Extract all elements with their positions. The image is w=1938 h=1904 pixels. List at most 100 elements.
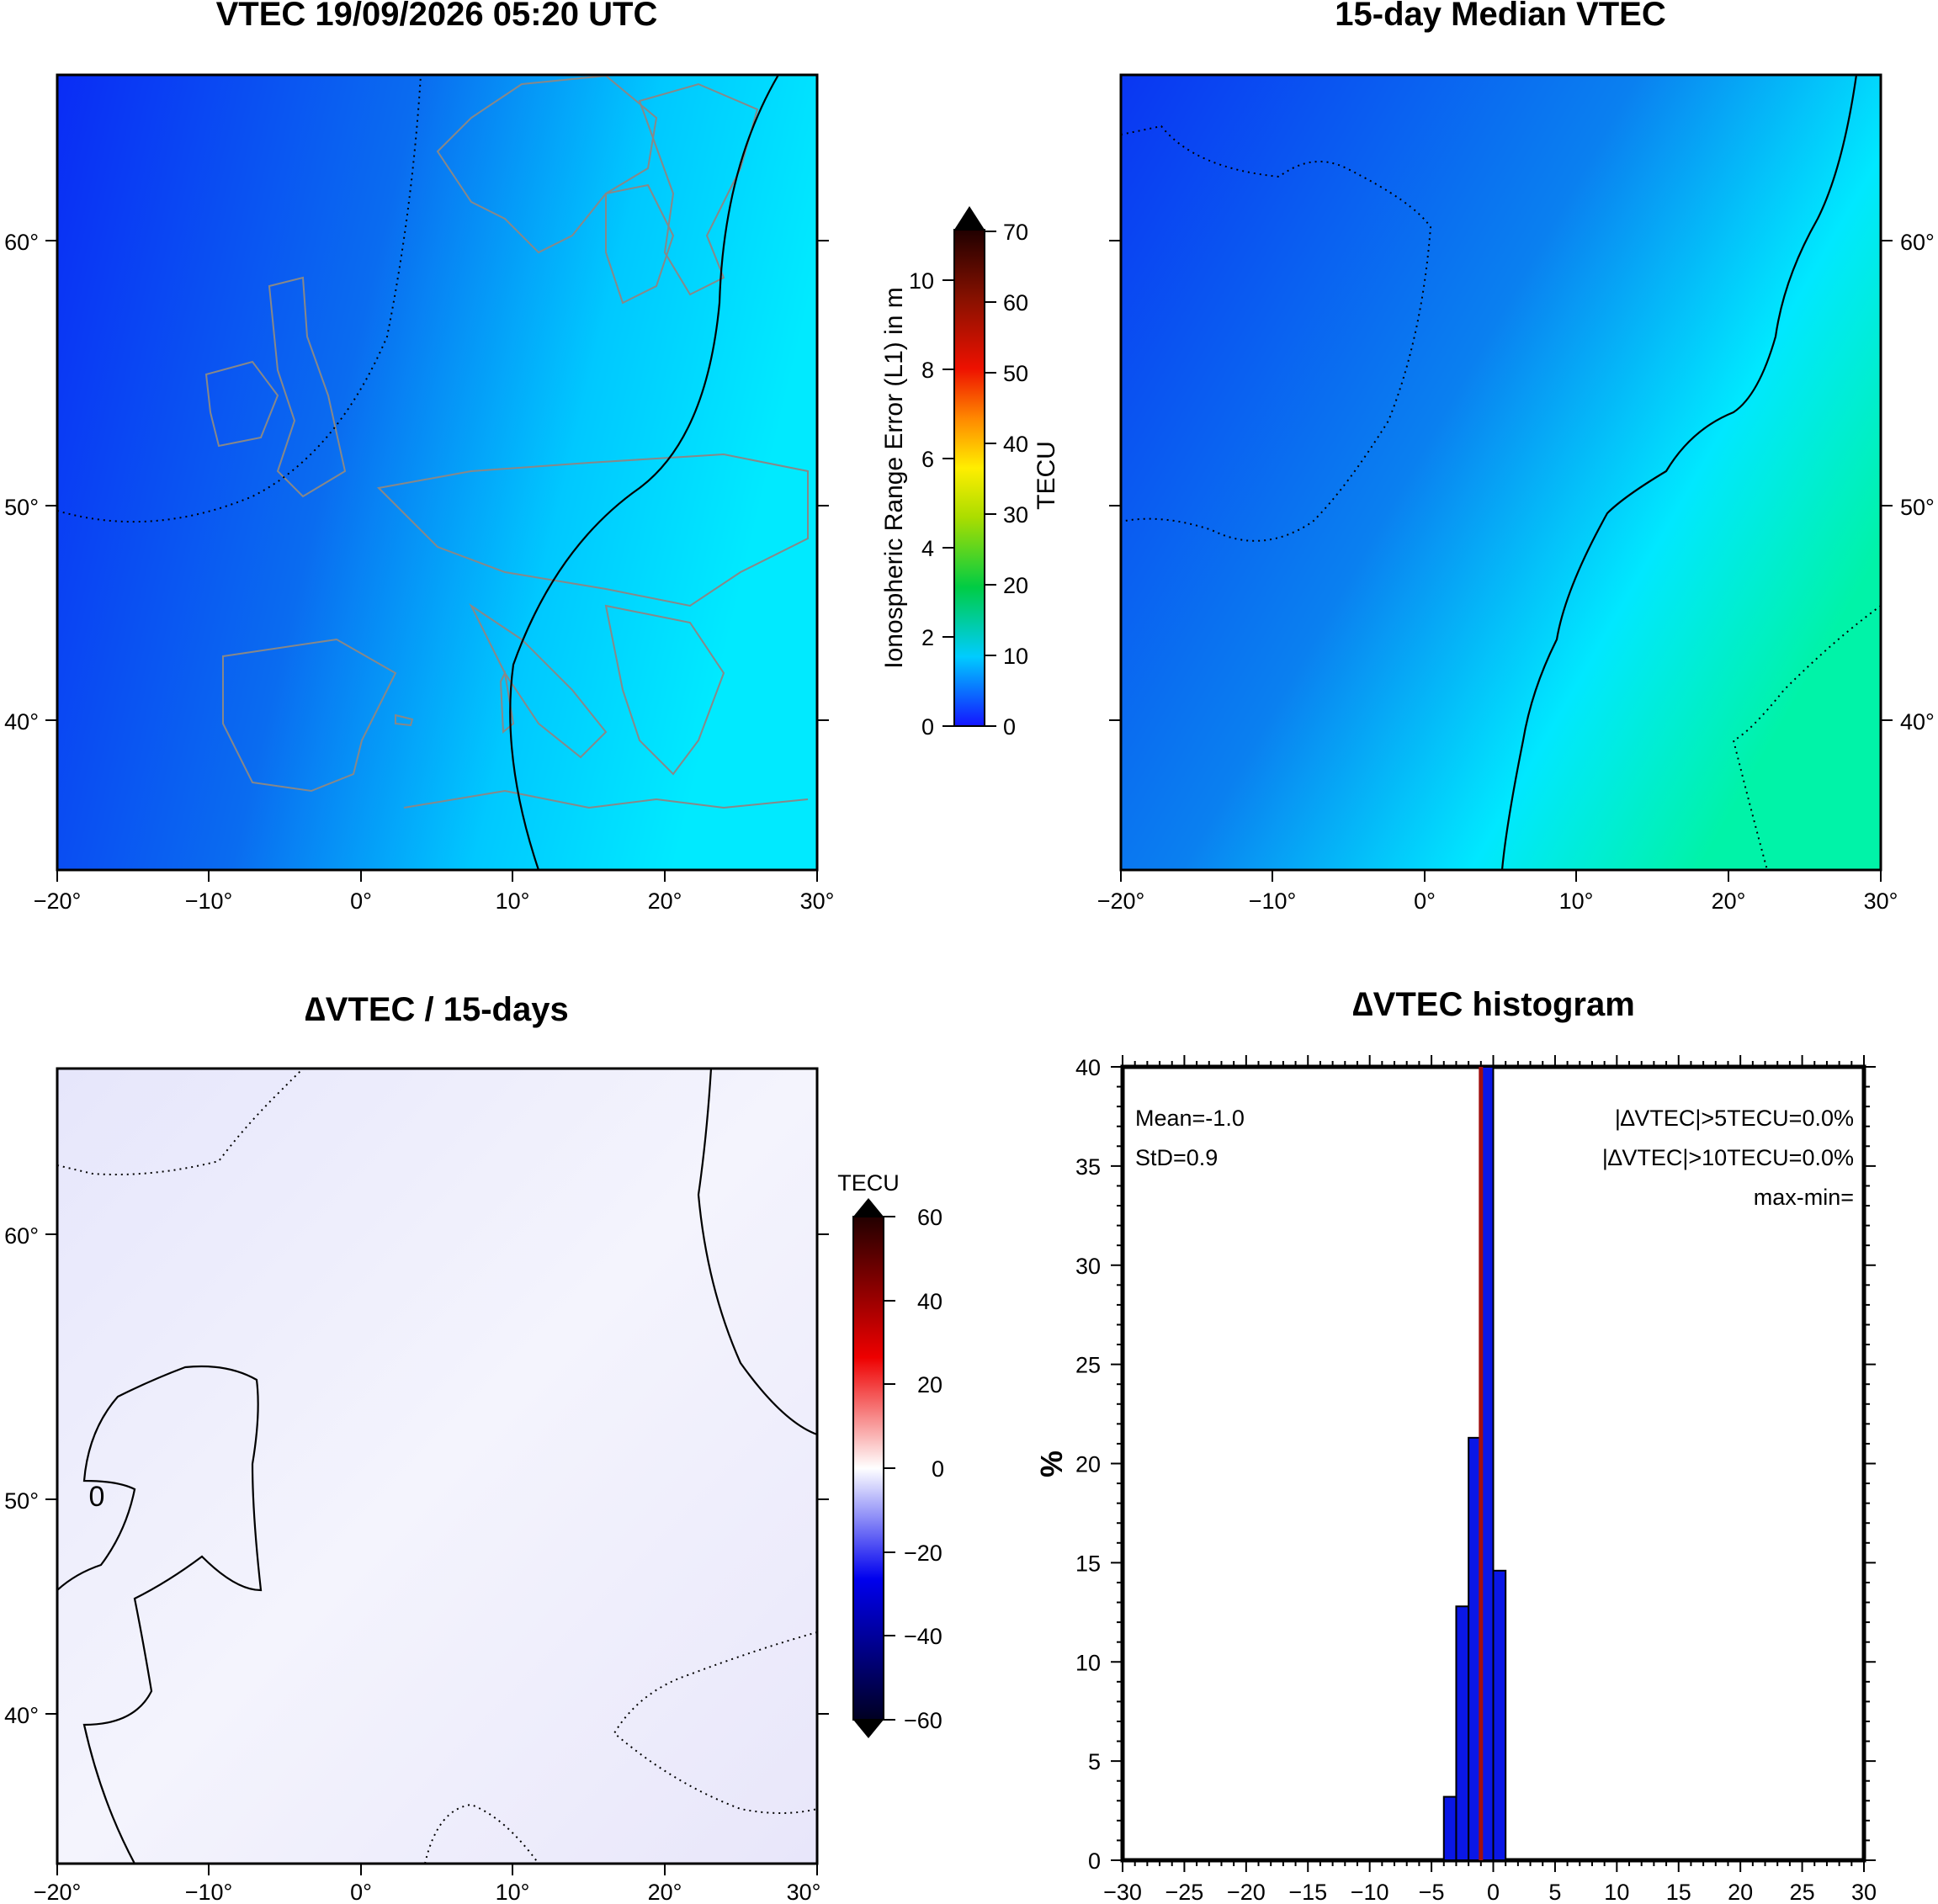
vtec-map-tickmarks	[45, 240, 829, 882]
maxmin-annotation: max-min=	[1754, 1185, 1854, 1210]
x-tick-label: 20°	[648, 888, 682, 914]
x-tick-label: −10	[1351, 1880, 1389, 1904]
histogram-y-tick-labels: 0 5 10 15 20 25 30 35 40	[1075, 1055, 1101, 1874]
delta-map-frame	[56, 1067, 819, 1865]
median-map-x-ticks: −20° −10° 0° 10° 20° 30°	[1097, 888, 1898, 914]
median-map-frame	[1119, 73, 1882, 872]
histogram-y-label: %	[1034, 1451, 1069, 1477]
y-tick-label: 50°	[4, 1488, 39, 1514]
x-tick-label: 25	[1790, 1880, 1815, 1904]
x-tick-label: −20°	[34, 888, 82, 914]
vtec-colorbar-left-label: Ionospheric Range Error (L1) in m	[880, 287, 908, 669]
x-tick-label: −25	[1165, 1880, 1204, 1904]
y-tick-label: 30	[1075, 1254, 1101, 1279]
median-map-y-ticks: 60° 50° 40°	[1900, 230, 1935, 735]
histogram-panel: ∆VTEC histogram −30 −25 −20 −15 −10 −5 0 5 10 15 2…	[1034, 986, 1877, 1904]
delta-colorbar-max-arrow	[853, 1198, 884, 1217]
delta-colorbar: TECU 60 40 20 0 −20 −40 −60	[837, 1170, 944, 1738]
histogram-bar	[1442, 1795, 1457, 1862]
cb-tick: 20	[917, 1372, 942, 1398]
cb-tick: 40	[917, 1289, 942, 1314]
x-tick-label: −20°	[34, 1880, 82, 1904]
delta-contour-dotted-3	[424, 1803, 539, 1864]
x-tick-label: 20°	[648, 1880, 682, 1904]
median-map-field	[1121, 75, 1881, 870]
y-tick-label: 40°	[4, 1703, 39, 1728]
x-tick-label: 30°	[1864, 888, 1898, 914]
histogram-bar	[1455, 1605, 1470, 1861]
y-tick-label: 0	[1088, 1848, 1101, 1874]
y-tick-label: 50°	[4, 495, 39, 520]
cb-left-tick: 8	[921, 358, 934, 383]
cb-right-tick: 20	[1003, 573, 1028, 598]
x-tick-label: −20°	[1097, 888, 1145, 914]
vtec-colorbar-tickmarks	[942, 231, 996, 727]
y-tick-label: 40	[1075, 1055, 1101, 1080]
cb-right-tick: 70	[1003, 220, 1028, 245]
gt5-annotation: |∆VTEC|>5TECU=0.0%	[1615, 1106, 1854, 1131]
cb-tick: 0	[932, 1456, 944, 1482]
x-tick-label: 0°	[350, 1880, 372, 1904]
x-tick-label: 20°	[1712, 888, 1746, 914]
vtec-colorbar: 0 2 4 6 8 10 0 10 20 30 40 50 60 70 Iono…	[880, 206, 1060, 740]
delta-map-title: ∆VTEC / 15-days	[305, 991, 568, 1028]
y-tick-label: 15	[1075, 1551, 1101, 1576]
cb-right-tick: 40	[1003, 432, 1028, 457]
median-map-tickmarks	[1109, 240, 1893, 882]
delta-map-panel: ∆VTEC / 15-days 0 −20° −10° 0° 10° 20° 3	[4, 991, 829, 1904]
delta-contour-dotted	[57, 1069, 304, 1175]
mean-annotation: Mean=-1.0	[1135, 1106, 1245, 1131]
delta-map-field	[57, 1069, 817, 1864]
contour-zero-label: 0	[89, 1481, 105, 1513]
delta-colorbar-tickmarks	[884, 1216, 895, 1721]
cb-right-tick: 50	[1003, 361, 1028, 386]
y-tick-label: 5	[1088, 1749, 1101, 1774]
delta-contour-dotted-2	[613, 1631, 817, 1814]
x-tick-label: 10	[1604, 1880, 1629, 1904]
x-tick-label: 0°	[1414, 888, 1436, 914]
x-tick-label: 30	[1851, 1880, 1877, 1904]
x-tick-label: −30	[1103, 1880, 1142, 1904]
cb-tick: 60	[917, 1205, 942, 1230]
x-tick-label: −15	[1288, 1880, 1327, 1904]
vtec-map-y-ticks: 60° 50° 40°	[4, 230, 39, 735]
x-tick-label: 30°	[787, 1880, 821, 1904]
cb-right-tick: 10	[1003, 644, 1028, 669]
y-tick-label: 60°	[4, 1223, 39, 1249]
delta-colorbar-title: TECU	[837, 1170, 900, 1196]
median-map-title: 15-day Median VTEC	[1335, 0, 1665, 33]
gt10-annotation: |∆VTEC|>10TECU=0.0%	[1602, 1145, 1854, 1170]
cb-left-tick: 4	[921, 536, 934, 561]
delta-map-tickmarks	[45, 1233, 829, 1875]
y-tick-label: 35	[1075, 1154, 1101, 1180]
vtec-map-panel: VTEC 19/09/2026 05:20 UTC −20° −10° 0° 1…	[4, 0, 834, 914]
vtec-contour-solid	[509, 75, 779, 870]
vtec-map-title: VTEC 19/09/2026 05:20 UTC	[216, 0, 658, 33]
y-tick-label: 40°	[1900, 709, 1935, 735]
y-tick-label: 25	[1075, 1353, 1101, 1378]
vtec-map-frame	[56, 73, 819, 872]
delta-map-y-ticks: 60° 50° 40°	[4, 1223, 39, 1728]
y-tick-label: 60°	[4, 230, 39, 255]
y-tick-label: 50°	[1900, 495, 1935, 520]
x-tick-label: −5	[1419, 1880, 1445, 1904]
cb-right-tick: 60	[1003, 290, 1028, 316]
y-tick-label: 40°	[4, 709, 39, 735]
vtec-colorbar-gradient	[953, 229, 985, 727]
histogram-title: ∆VTEC histogram	[1352, 986, 1635, 1023]
histogram-bars	[1442, 1066, 1507, 1862]
cb-right-tick: 30	[1003, 502, 1028, 528]
cb-tick: −20	[904, 1541, 942, 1566]
delta-contour-solid-east	[697, 1069, 817, 1436]
x-tick-label: 15	[1666, 1880, 1691, 1904]
x-tick-label: −10°	[1249, 888, 1297, 914]
y-tick-label: 10	[1075, 1650, 1101, 1675]
vtec-map-field	[57, 75, 817, 870]
histogram-bar	[1492, 1569, 1507, 1862]
cb-left-tick: 2	[921, 625, 934, 650]
cb-left-tick: 6	[921, 447, 934, 472]
delta-contour-solid-west	[57, 1365, 263, 1864]
x-tick-label: 10°	[496, 1880, 530, 1904]
x-tick-label: −20	[1227, 1880, 1266, 1904]
cb-right-tick: 0	[1003, 714, 1016, 740]
